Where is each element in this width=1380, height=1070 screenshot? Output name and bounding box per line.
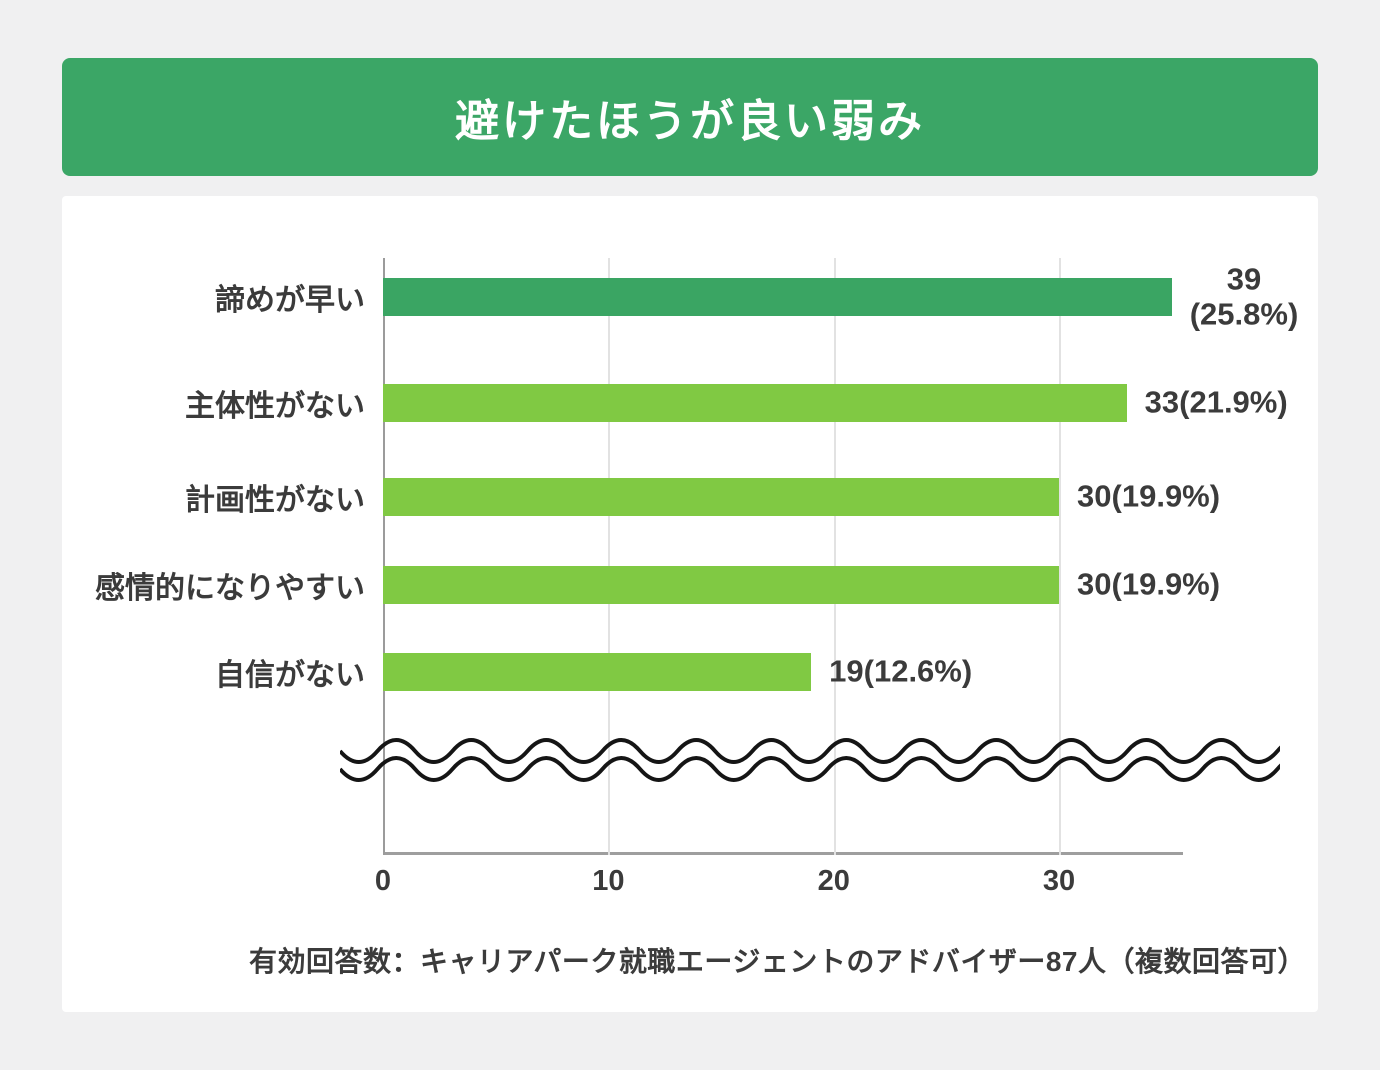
value-label: 19(12.6%) (829, 653, 973, 689)
chart-title-banner: 避けたほうが良い弱み (62, 58, 1318, 176)
page-title: 避けたほうが良い弱み (455, 97, 925, 146)
category-label: 計画性がない (185, 484, 365, 517)
value-label: 39 (25.8%) (1189, 261, 1299, 331)
x-tick-label: 0 (374, 865, 392, 897)
bar (383, 278, 1172, 316)
chart-card: 0 10 20 30 諦めが早い 39 (25.8%) 主体性がない 33(21.9%) 計画性… (62, 196, 1318, 1012)
gridline (1059, 258, 1062, 855)
category-label: 主体性がない (185, 390, 365, 423)
x-tick-label: 20 (817, 865, 850, 897)
bar (383, 653, 812, 691)
gridline (608, 258, 611, 855)
axis-break-wave (340, 738, 1280, 782)
bar (383, 566, 1060, 604)
plot-area: 0 10 20 30 諦めが早い 39 (25.8%) 主体性がない 33(21.9%) 計画性… (95, 258, 1298, 897)
x-tick-label: 10 (592, 865, 625, 897)
category-label: 感情的になりやすい (95, 572, 365, 605)
footnote: 有効回答数：キャリアパーク就職エージェントのアドバイザー87人（複数回答可） (248, 946, 1306, 977)
x-axis (383, 852, 1183, 855)
value-label: 33(21.9%) (1144, 384, 1288, 420)
wave-line (340, 738, 1280, 764)
bar (383, 384, 1127, 422)
value-label: 30(19.9%) (1077, 566, 1221, 602)
category-label: 自信がない (215, 659, 365, 692)
gridline (833, 258, 836, 855)
x-tick-label: 30 (1042, 865, 1076, 897)
value-label: 30(19.9%) (1077, 478, 1221, 514)
category-label: 諦めが早い (215, 284, 365, 317)
y-axis-line (383, 258, 385, 855)
bar (383, 478, 1060, 516)
wave-line (340, 756, 1280, 782)
